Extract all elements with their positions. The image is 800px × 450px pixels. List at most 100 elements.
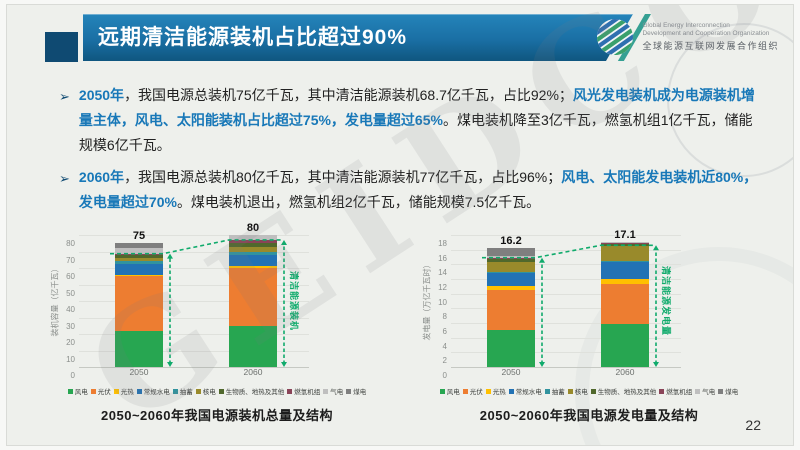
legend-item-燃氢机组: 燃氢机组 bbox=[659, 386, 692, 396]
legend-label: 燃氢机组 bbox=[666, 389, 693, 396]
chart-body: 发电量（万亿千瓦时） 0 2 4 6 8 10 12 14 16 18 16.2 17.1 清洁能源发电量 bbox=[413, 229, 765, 380]
bar-segment-气电 bbox=[229, 235, 277, 240]
legend-item-气电: 气电 bbox=[323, 386, 343, 396]
y-tick-label: 6 bbox=[442, 327, 447, 336]
bar-segment-光伏 bbox=[229, 268, 277, 326]
bar-segment-核电 bbox=[601, 246, 649, 261]
gridline bbox=[79, 268, 309, 269]
legend-swatch bbox=[323, 388, 329, 394]
y-tick-label: 2 bbox=[442, 356, 447, 366]
legend-swatch bbox=[462, 388, 468, 394]
y-axis-title: 装机容量（亿千瓦） bbox=[41, 235, 60, 367]
x-tick-label-2050: 2050 bbox=[129, 367, 149, 377]
y-tick-label: 0 bbox=[442, 371, 447, 380]
y-tick-label: 0 bbox=[70, 371, 75, 380]
y-tick-label: 10 bbox=[66, 354, 75, 364]
legend-label: 光伏 bbox=[97, 389, 111, 396]
bar-segment-生物质、地热及其他 bbox=[229, 243, 277, 247]
bar-segment-抽蓄 bbox=[601, 260, 649, 262]
clean-energy-label: 清洁能源发电量 bbox=[661, 266, 671, 337]
gridline bbox=[451, 235, 681, 236]
legend-swatch bbox=[508, 388, 514, 394]
y-tick-label: 40 bbox=[66, 305, 75, 314]
bullet-run: ，我国电源总装机80亿千瓦，其中清洁能源装机77亿千瓦，占比96%； bbox=[124, 168, 562, 185]
x-tick-label-2060: 2060 bbox=[615, 367, 635, 377]
legend-item-光伏: 光伏 bbox=[462, 386, 483, 396]
y-tick-label: 8 bbox=[442, 312, 447, 322]
gridline bbox=[451, 352, 681, 354]
bullet-text: 2060年，我国电源总装机80亿千瓦，其中清洁能源装机77亿千瓦，占比96%；风… bbox=[79, 165, 759, 215]
legend-item-光热: 光热 bbox=[485, 386, 506, 396]
bar-segment-核电 bbox=[487, 262, 535, 273]
bar-segment-抽蓄 bbox=[115, 260, 163, 264]
bullet-list: ➢ 2050年，我国电源总装机75亿千瓦，其中清洁能源装机68.7亿千瓦，占比92… bbox=[59, 83, 759, 222]
bullet-run-highlight: 风电、太阳能发电装机近80%，发电量超过70% bbox=[78, 168, 758, 210]
bar-segment-风电 bbox=[487, 329, 535, 367]
bullet-run-highlight: 风光发电装机成为电源装机增量主体，风电、太阳能装机占比超过75%，发电量超过65… bbox=[78, 87, 755, 128]
bullet-text: 2050年，我国电源总装机75亿千瓦，其中清洁能源装机68.7亿千瓦，占比92%… bbox=[79, 83, 759, 158]
legend-label: 生物质、地热及其他 bbox=[225, 389, 285, 396]
gridline bbox=[451, 367, 681, 368]
bar-segment-光热 bbox=[601, 279, 649, 285]
gridline bbox=[79, 235, 309, 236]
chart-legend: 风电 光伏 光热 常规水电 抽蓄 核电 生物质、地热及其他 燃氢机组 气电 煤电 bbox=[41, 386, 393, 396]
clean-energy-marker bbox=[110, 239, 287, 367]
bar-segment-核电 bbox=[229, 246, 277, 252]
chart-caption: 2050~2060年我国电源发电量及结构 bbox=[479, 408, 699, 423]
bar-segment-光伏 bbox=[601, 284, 649, 324]
bar-segment-燃氢机组 bbox=[601, 242, 649, 244]
gridline bbox=[79, 301, 309, 302]
legend-swatch bbox=[439, 388, 445, 394]
bar-total-label: 80 bbox=[246, 222, 260, 234]
bar-segment-光热 bbox=[115, 274, 163, 277]
page-number: 22 bbox=[745, 417, 761, 433]
gridline bbox=[451, 279, 681, 280]
legend-label: 光热 bbox=[120, 389, 134, 396]
legend-item-光伏: 光伏 bbox=[90, 386, 111, 396]
y-tick-label: 10 bbox=[438, 297, 447, 307]
legend-item-核电: 核电 bbox=[567, 386, 588, 396]
legend-item-气电: 气电 bbox=[695, 386, 715, 396]
legend-item-抽蓄: 抽蓄 bbox=[544, 386, 565, 396]
bar-segment-煤电 bbox=[115, 243, 163, 249]
x-tick-label-2050: 2050 bbox=[501, 367, 521, 377]
org-name-en-line1: Global Energy Interconnection bbox=[642, 22, 730, 30]
legend-label: 风电 bbox=[74, 389, 88, 396]
legend-swatch bbox=[67, 388, 73, 394]
gridline bbox=[451, 308, 681, 310]
legend-label: 燃氢机组 bbox=[294, 389, 321, 396]
legend-swatch bbox=[346, 388, 352, 394]
y-tick-label: 14 bbox=[438, 268, 447, 278]
legend-label: 光伏 bbox=[469, 389, 483, 396]
legend-label: 核电 bbox=[574, 389, 588, 396]
bar-total-label: 75 bbox=[132, 230, 146, 243]
title-banner: 远期清洁能源装机占比超过90% bbox=[83, 14, 633, 61]
bullet-arrow-icon: ➢ bbox=[59, 170, 70, 186]
bar-segment-核电 bbox=[115, 257, 163, 261]
bullet-run: ，我国电源总装机75亿千瓦，其中清洁能源装机68.7亿千瓦，占比92%； bbox=[124, 87, 573, 103]
bar-segment-常规水电 bbox=[487, 273, 535, 286]
x-axis: 2050 2060 bbox=[451, 367, 681, 380]
bar-segment-光热 bbox=[487, 285, 535, 290]
legend-swatch bbox=[544, 388, 550, 394]
legend-item-核电: 核电 bbox=[195, 386, 216, 396]
bar-segment-气电 bbox=[487, 255, 535, 258]
y-tick-label: 50 bbox=[66, 288, 75, 298]
legend-swatch bbox=[485, 388, 491, 394]
bullet-run: 。煤电装机降至3亿千瓦，燃氢机组1亿千瓦，储能规模6亿千瓦。 bbox=[78, 111, 753, 153]
bar-segment-燃氢机组 bbox=[115, 253, 163, 256]
x-tick-label-2060: 2060 bbox=[243, 367, 263, 377]
legend-swatch bbox=[718, 388, 724, 394]
legend-swatch bbox=[695, 388, 701, 394]
bar-segment-光伏 bbox=[115, 276, 163, 331]
legend-label: 生物质、地热及其他 bbox=[597, 389, 657, 396]
charts-row: 装机容量（亿千瓦） 0 10 20 30 40 50 60 70 80 75 80 清洁能源装机 2050… bbox=[41, 222, 765, 424]
legend-swatch bbox=[195, 388, 201, 394]
gridline bbox=[79, 367, 309, 368]
y-tick-label: 4 bbox=[442, 341, 447, 351]
legend-swatch bbox=[590, 388, 596, 394]
title-accent-block bbox=[45, 32, 78, 62]
gridline bbox=[451, 337, 681, 339]
bar-segment-生物质、地热及其他 bbox=[487, 258, 535, 263]
legend-item-常规水电: 常规水电 bbox=[136, 386, 170, 396]
